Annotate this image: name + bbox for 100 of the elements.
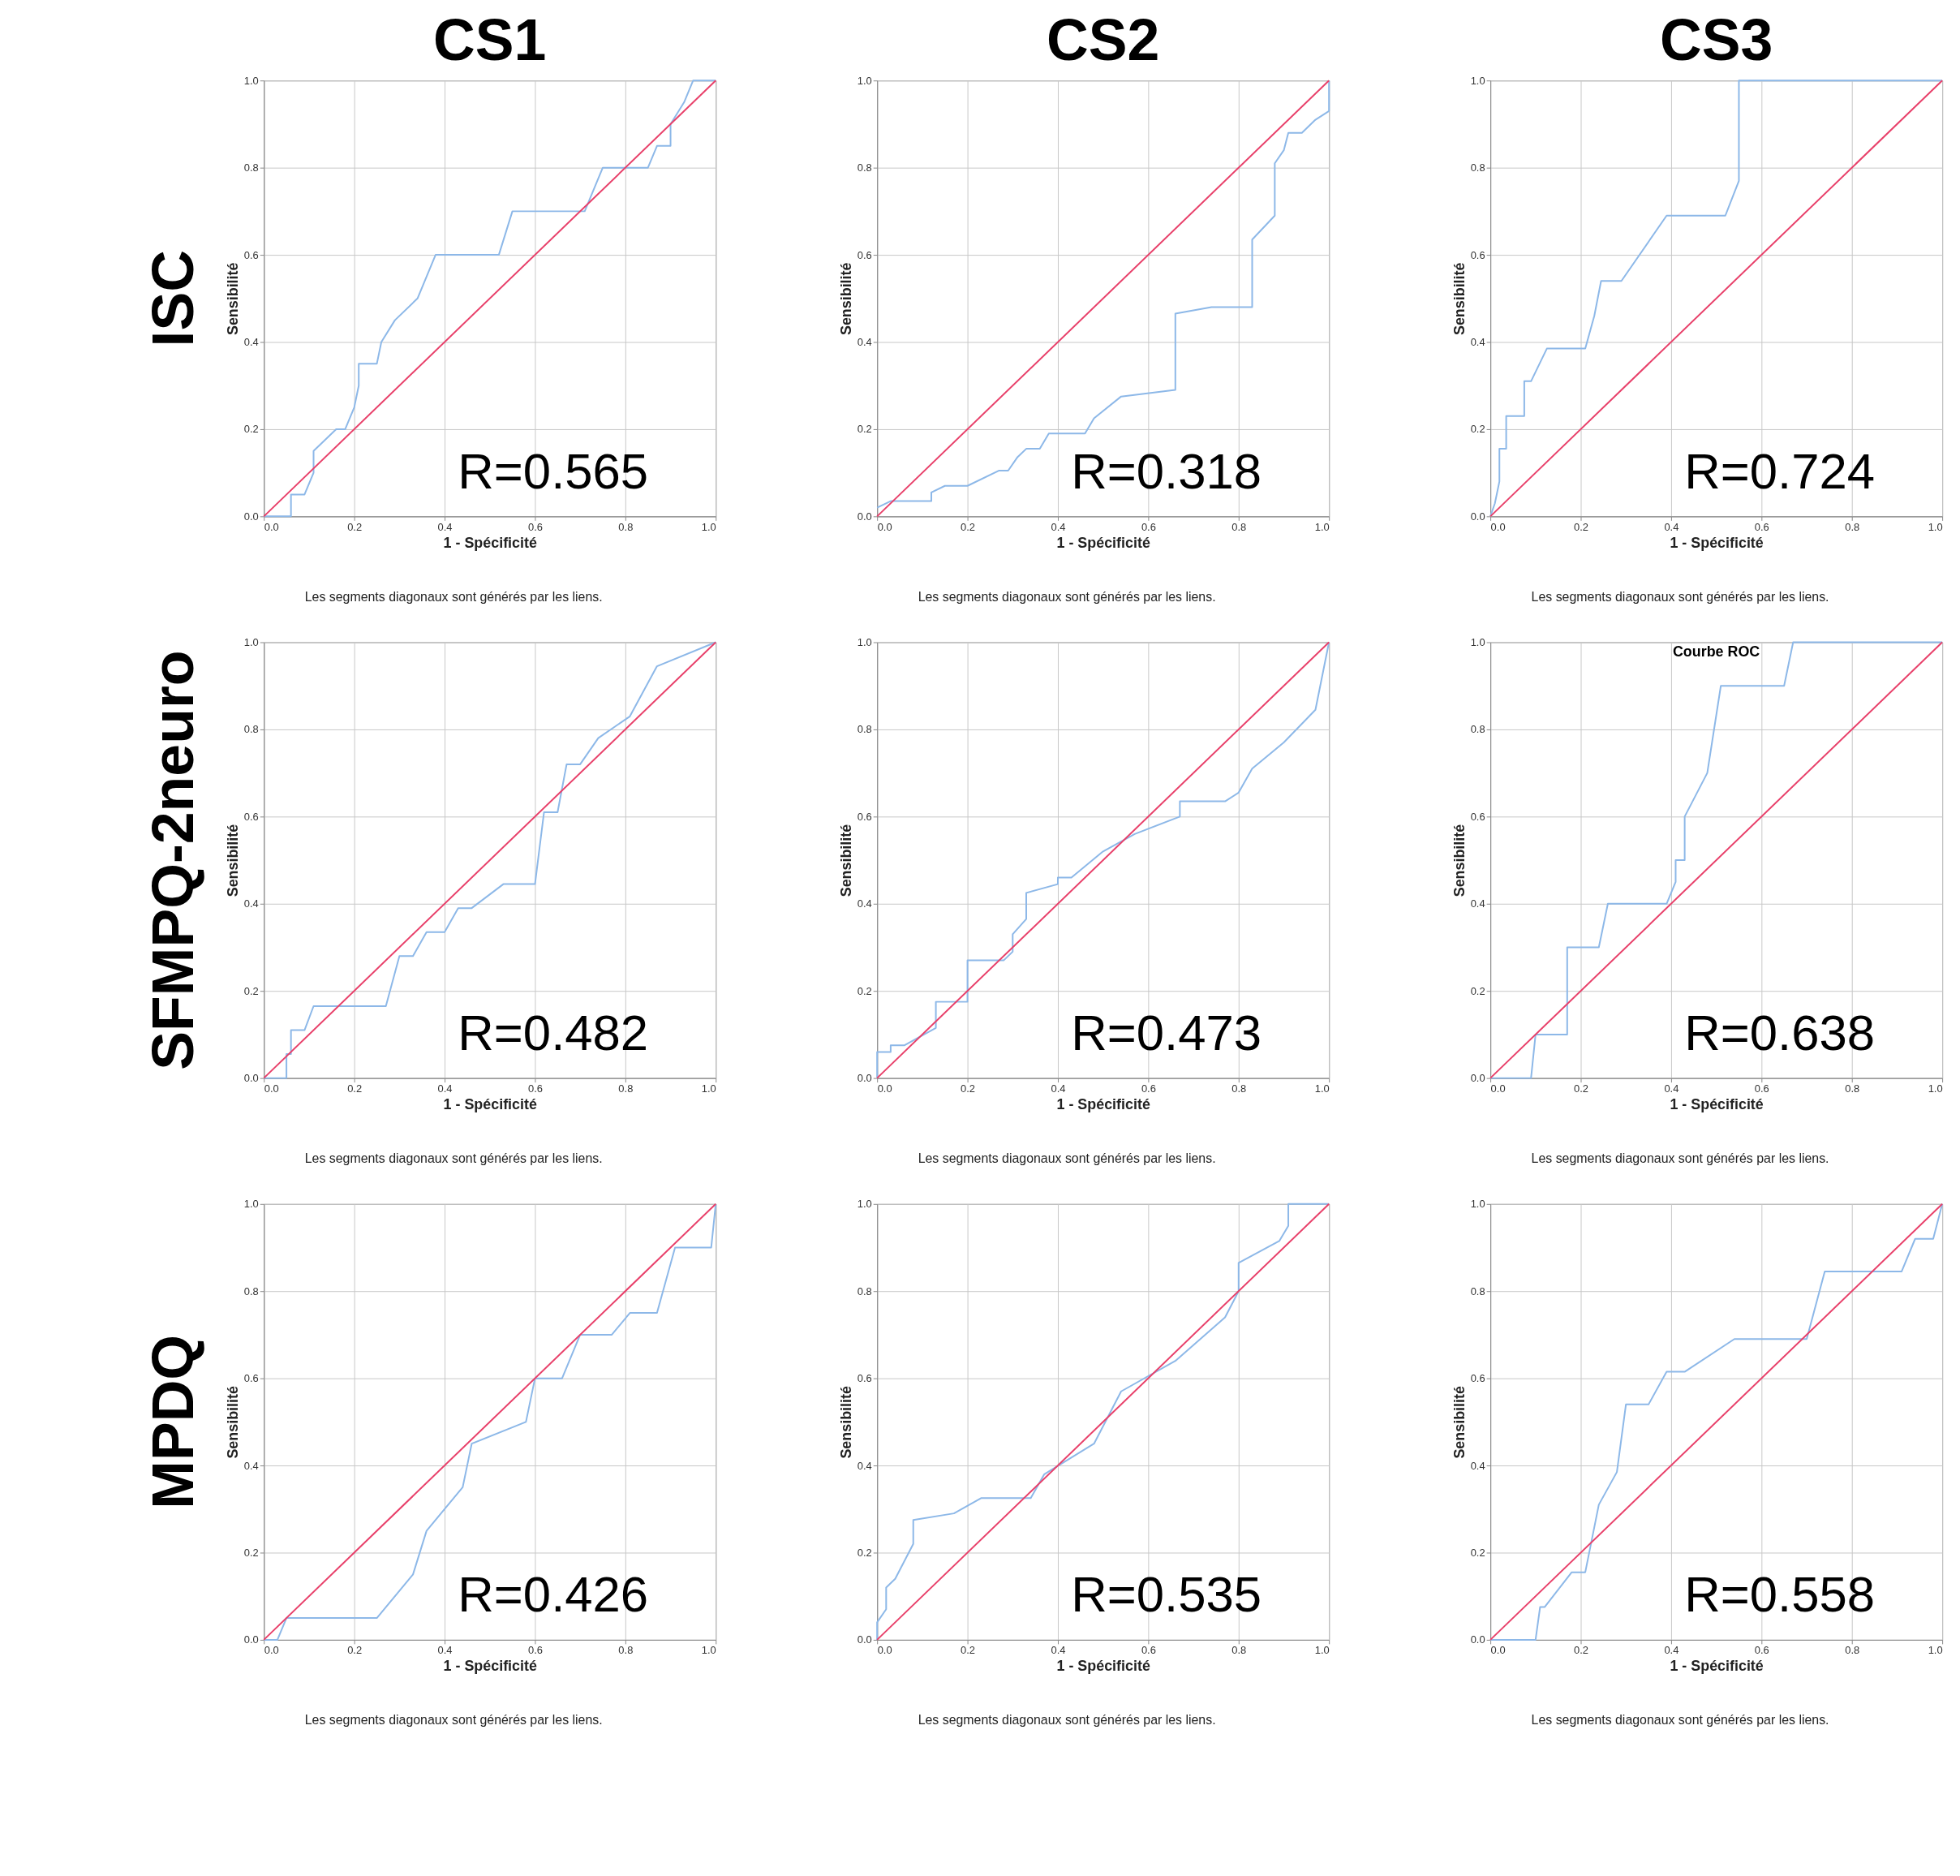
y-tick-label: 0.6 — [243, 248, 259, 261]
x-tick-label: 0.8 — [618, 1082, 634, 1095]
x-tick-label: 0.8 — [1231, 520, 1247, 533]
y-tick-label: 1.0 — [243, 74, 259, 87]
x-tick-label: 0.4 — [437, 1644, 453, 1657]
x-tick-label: 0.4 — [1664, 520, 1679, 533]
y-tick-label: 1.0 — [1470, 635, 1485, 648]
y-tick-label: 1.0 — [857, 635, 872, 648]
x-tick-label: 0.6 — [1141, 1082, 1156, 1095]
y-tick-label: 0.4 — [857, 335, 872, 348]
y-tick-label: 0.8 — [243, 161, 259, 174]
x-tick-label: 0.4 — [1664, 1082, 1679, 1095]
x-tick-label: 0.0 — [877, 1644, 892, 1657]
x-tick-label: 1.0 — [1928, 1644, 1943, 1657]
annotation: R=0.473 — [1071, 1004, 1262, 1061]
annotation: R=0.482 — [458, 1004, 649, 1061]
annotation: R=0.558 — [1684, 1566, 1876, 1623]
x-tick-label: 0.6 — [1754, 520, 1769, 533]
x-tick-label: 0.2 — [961, 1644, 976, 1657]
x-tick-label: 1.0 — [1928, 1082, 1943, 1095]
y-tick-label: 0.2 — [243, 1546, 259, 1559]
x-tick-label: 0.2 — [961, 1082, 976, 1095]
y-tick-label: 0.6 — [243, 810, 259, 823]
y-tick-label: 0.8 — [243, 1284, 259, 1297]
annotation: R=0.565 — [458, 442, 649, 499]
y-tick-label: 0.4 — [857, 1459, 872, 1472]
x-tick-label: 1.0 — [1314, 1644, 1330, 1657]
x-axis-title: 1 - Spécificité — [1056, 1095, 1150, 1112]
x-tick-label: 0.2 — [1574, 1082, 1588, 1095]
y-axis-title: Sensibilité — [837, 262, 854, 336]
x-tick-label: 0.2 — [347, 1082, 363, 1095]
x-tick-label: 0.0 — [264, 1644, 279, 1657]
y-tick-label: 1.0 — [857, 74, 872, 87]
y-tick-label: 0.6 — [857, 1372, 872, 1385]
y-tick-label: 0.6 — [243, 1372, 259, 1385]
x-tick-label: 0.8 — [1231, 1082, 1247, 1095]
y-tick-label: 0.0 — [243, 510, 259, 523]
x-tick-label: 0.0 — [877, 1082, 892, 1095]
x-tick-label: 0.8 — [1845, 520, 1860, 533]
chart-title: Courbe ROC — [1672, 643, 1760, 660]
x-tick-label: 0.0 — [264, 1082, 279, 1095]
y-tick-label: 0.4 — [857, 897, 872, 910]
y-tick-label: 0.4 — [1470, 897, 1485, 910]
y-tick-label: 0.0 — [243, 1633, 259, 1646]
x-tick-label: 0.8 — [1845, 1082, 1860, 1095]
x-tick-label: 0.8 — [1845, 1644, 1860, 1657]
annotation: R=0.426 — [458, 1566, 649, 1623]
annotation: R=0.638 — [1684, 1004, 1876, 1061]
y-tick-label: 0.0 — [1470, 1633, 1485, 1646]
x-tick-label: 0.6 — [527, 1644, 543, 1657]
annotation: R=0.318 — [1071, 442, 1262, 499]
y-tick-label: 0.2 — [857, 984, 872, 997]
x-tick-label: 0.8 — [1231, 1644, 1247, 1657]
x-tick-label: 0.8 — [618, 1644, 634, 1657]
x-tick-label: 0.4 — [1051, 1082, 1066, 1095]
x-tick-label: 1.0 — [1314, 1082, 1330, 1095]
text: Les segments diagonaux sont générés par les liens. — [1531, 1713, 1829, 1728]
y-tick-label: 0.8 — [857, 723, 872, 736]
y-tick-label: 0.8 — [857, 161, 872, 174]
y-tick-label: 0.2 — [1470, 984, 1485, 997]
x-tick-label: 0.0 — [877, 520, 892, 533]
y-tick-label: 0.0 — [857, 1072, 872, 1085]
y-axis-title: Sensibilité — [224, 1386, 241, 1459]
x-tick-label: 0.6 — [527, 520, 543, 533]
x-tick-label: 0.2 — [1574, 520, 1588, 533]
text: Les segments diagonaux sont générés par les liens. — [1531, 589, 1829, 604]
x-tick-label: 0.2 — [347, 520, 363, 533]
y-tick-label: 0.4 — [1470, 335, 1485, 348]
x-tick-label: 0.0 — [1490, 520, 1506, 533]
y-tick-label: 0.4 — [243, 897, 259, 910]
x-tick-label: 0.2 — [961, 520, 976, 533]
x-tick-label: 0.4 — [1051, 1644, 1066, 1657]
y-tick-label: 0.8 — [1470, 723, 1485, 736]
x-axis-title: 1 - Spécificité — [1670, 534, 1764, 551]
y-tick-label: 0.0 — [1470, 1072, 1485, 1085]
text: Les segments diagonaux sont générés par les liens. — [304, 589, 603, 604]
y-tick-label: 0.4 — [1470, 1459, 1485, 1472]
y-tick-label: 0.6 — [1470, 810, 1485, 823]
x-tick-label: 0.2 — [347, 1644, 363, 1657]
y-tick-label: 0.6 — [857, 810, 872, 823]
y-tick-label: 1.0 — [1470, 74, 1485, 87]
y-tick-label: 0.6 — [857, 248, 872, 261]
chart-title: CS1 — [433, 7, 547, 73]
x-tick-label: 1.0 — [1314, 520, 1330, 533]
text: Les segments diagonaux sont générés par les liens. — [304, 1713, 603, 1728]
x-axis-title: 1 - Spécificité — [443, 1658, 537, 1675]
y-tick-label: 1.0 — [857, 1198, 872, 1211]
chart-title: CS3 — [1659, 7, 1773, 73]
x-axis-title: 1 - Spécificité — [443, 1095, 537, 1112]
y-axis-title: Sensibilité — [224, 824, 241, 897]
x-axis-title: 1 - Spécificité — [1056, 534, 1150, 551]
y-tick-label: 0.2 — [857, 423, 872, 436]
x-tick-label: 0.0 — [1490, 1082, 1506, 1095]
annotation: R=0.724 — [1684, 442, 1876, 499]
x-tick-label: 0.6 — [1141, 1644, 1156, 1657]
text: Les segments diagonaux sont générés par les liens. — [918, 1151, 1216, 1166]
x-tick-label: 1.0 — [701, 1644, 716, 1657]
y-axis-title: Sensibilité — [837, 1386, 854, 1459]
x-tick-label: 0.4 — [437, 520, 453, 533]
y-tick-label: 0.8 — [1470, 1284, 1485, 1297]
